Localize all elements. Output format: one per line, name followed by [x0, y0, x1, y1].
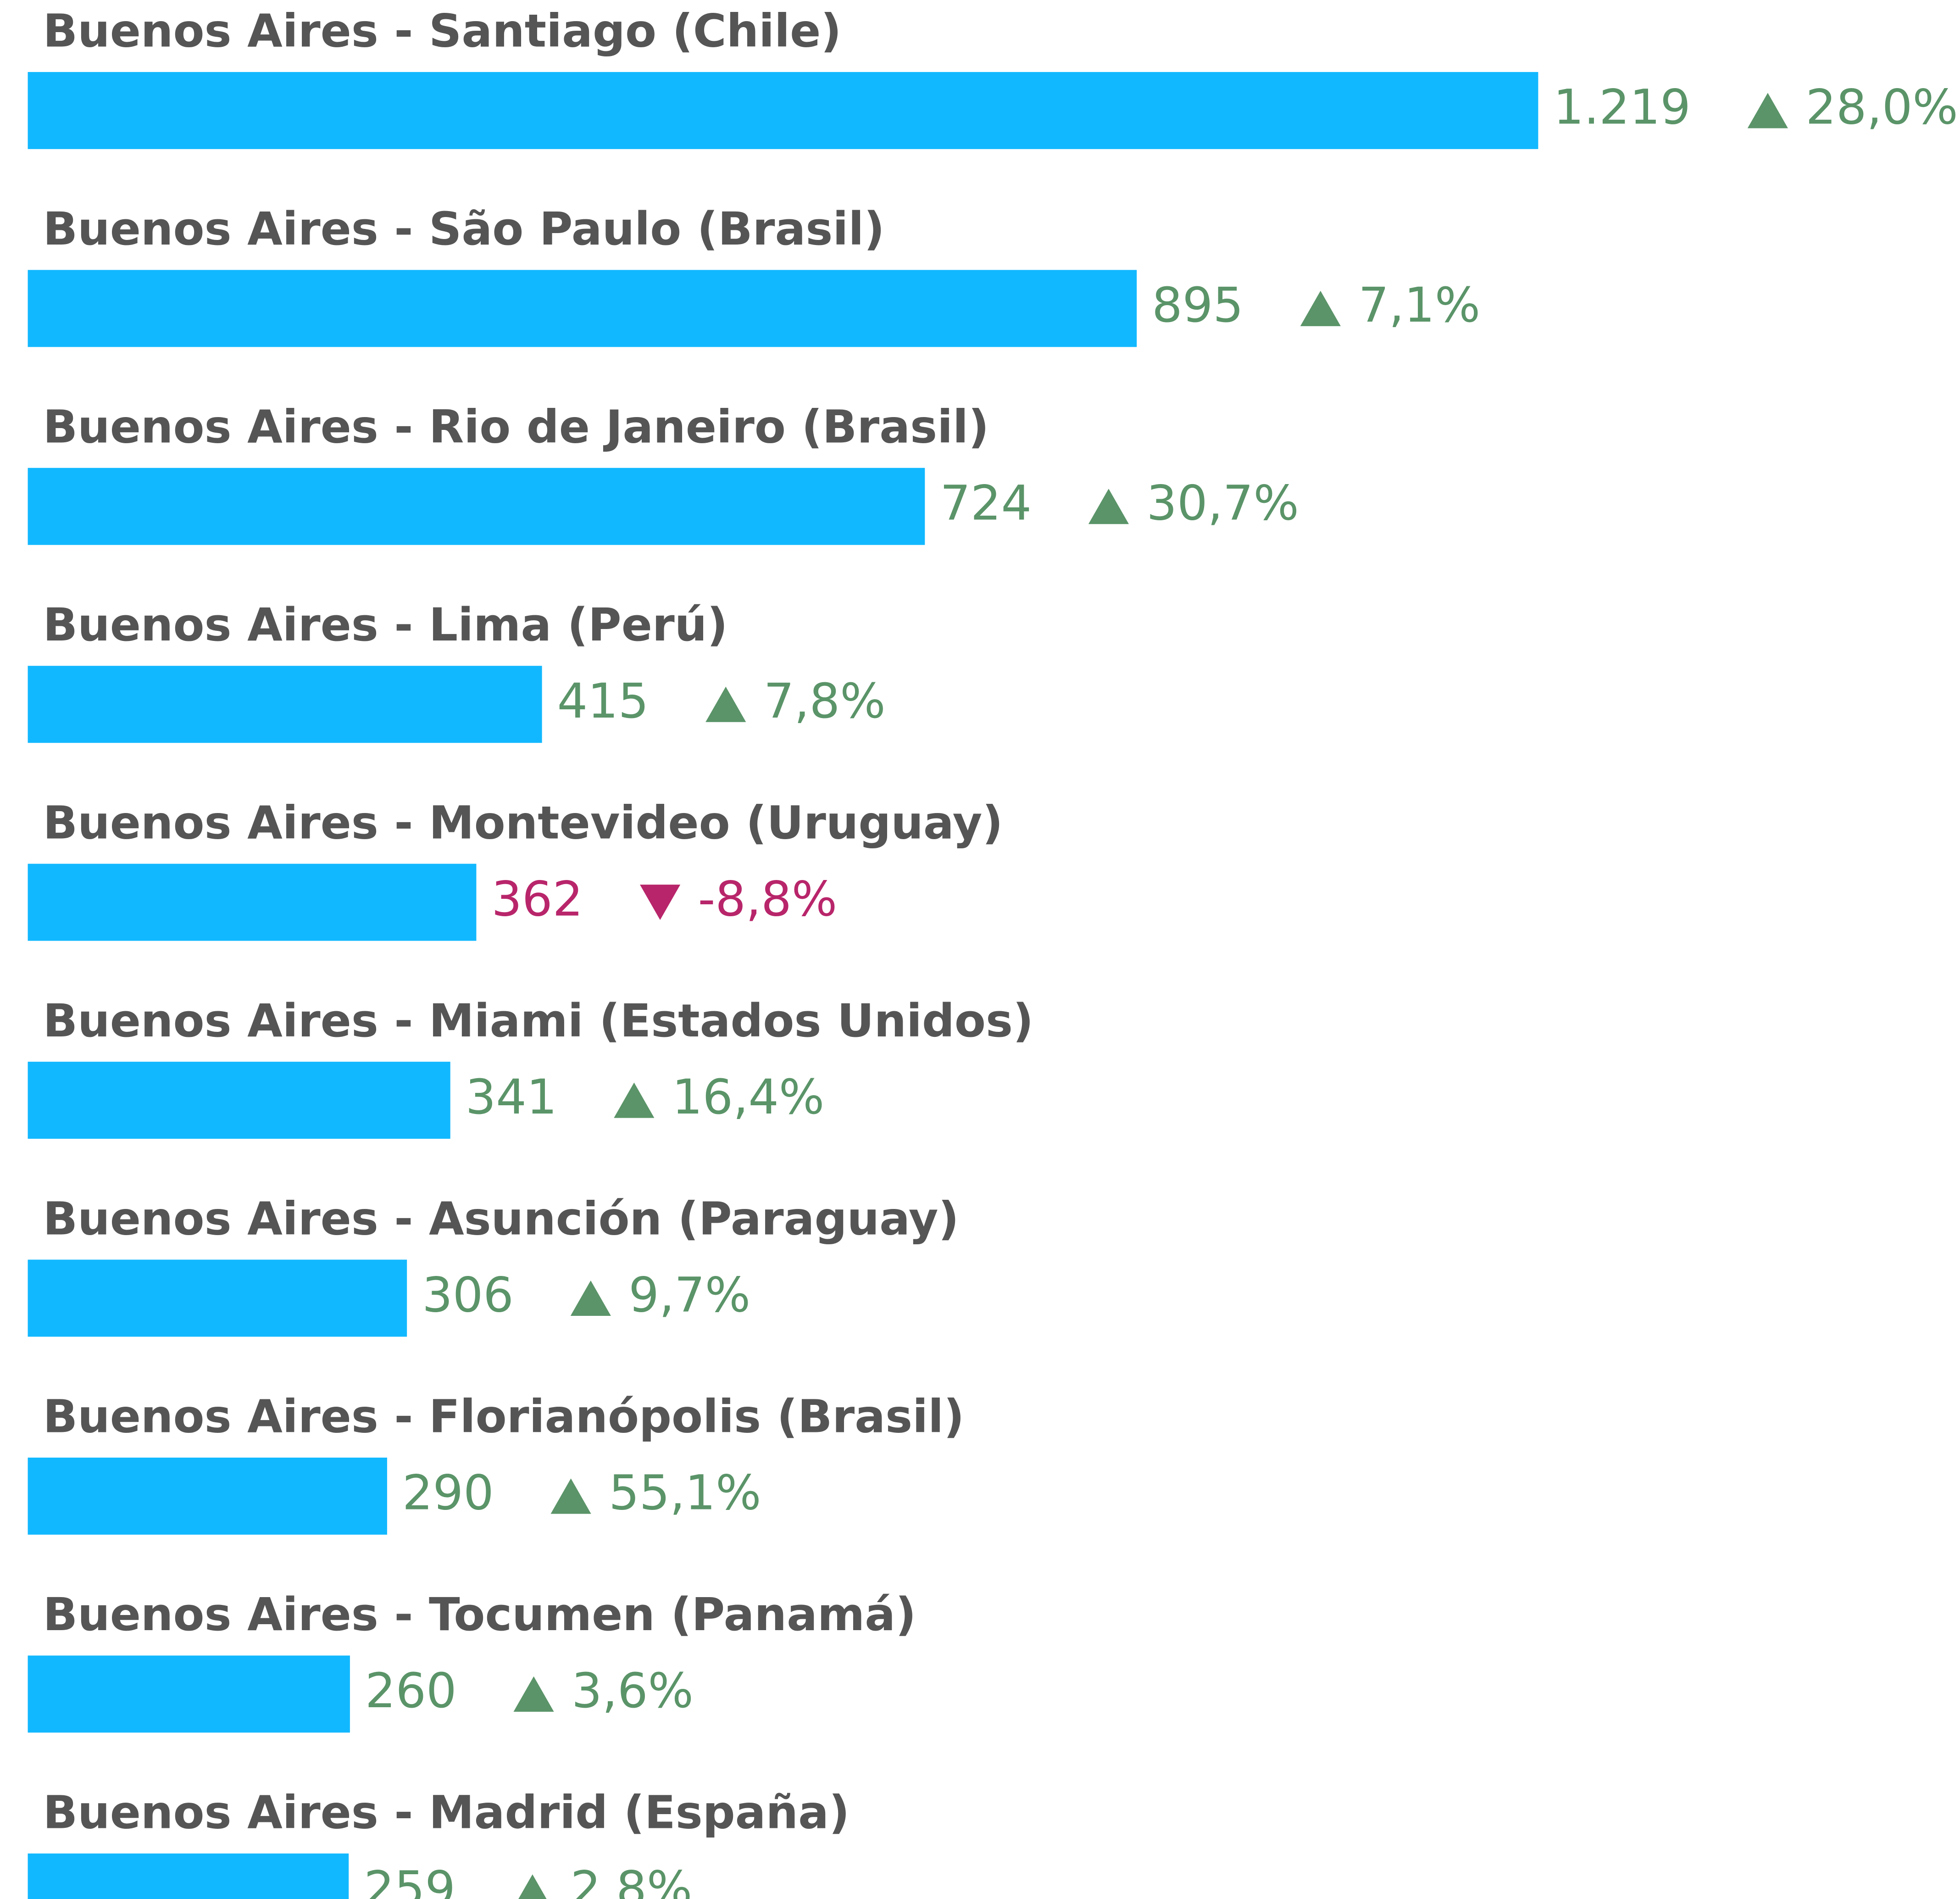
category-label: Buenos Aires - Lima (Perú): [43, 599, 728, 652]
value-label: 362: [491, 871, 583, 927]
value-label: 724: [940, 475, 1032, 531]
value-label: 1.219: [1553, 79, 1690, 135]
change-label: 7,1%: [1358, 277, 1480, 333]
value-label: 259: [364, 1861, 455, 1899]
value-label: 895: [1152, 277, 1244, 333]
bar: [28, 1259, 407, 1337]
bar: [28, 270, 1137, 347]
value-label: 341: [466, 1069, 557, 1125]
bar: [28, 863, 477, 941]
category-label: Buenos Aires - Miami (Estados Unidos): [43, 995, 1034, 1047]
bar: [28, 666, 542, 743]
bar: [28, 1853, 349, 1899]
category-label: Buenos Aires - Rio de Janeiro (Brasil): [43, 401, 989, 454]
change-arrow: [1747, 93, 1788, 128]
change-label: 28,0%: [1805, 79, 1958, 135]
change-arrow: [1088, 489, 1129, 524]
bar: [28, 72, 1538, 149]
category-label: Buenos Aires - Montevideo (Uruguay): [43, 796, 1003, 849]
category-label: Buenos Aires - Tocumen (Panamá): [43, 1588, 916, 1641]
change-arrow: [614, 1082, 655, 1118]
value-label: 290: [402, 1465, 494, 1521]
category-label: Buenos Aires - Madrid (España): [43, 1787, 850, 1839]
change-label: 16,4%: [672, 1069, 824, 1125]
change-arrow: [1300, 290, 1341, 326]
category-label: Buenos Aires - Asunción (Paraguay): [43, 1192, 959, 1245]
change-arrow: [570, 1280, 611, 1316]
bar: [28, 1062, 450, 1139]
change-label: 7,8%: [764, 673, 886, 729]
change-label: 55,1%: [609, 1465, 761, 1521]
change-arrow: [550, 1478, 591, 1514]
change-label: -8,8%: [698, 871, 838, 927]
category-label: Buenos Aires - Florianópolis (Brasil): [43, 1391, 965, 1443]
value-label: 415: [557, 673, 649, 729]
change-label: 2,8%: [570, 1861, 692, 1899]
change-arrow: [518, 1874, 547, 1899]
change-label: 3,6%: [572, 1663, 694, 1719]
change-label: 30,7%: [1147, 475, 1299, 531]
change-arrow: [640, 885, 681, 920]
change-arrow: [705, 686, 746, 722]
bar: [28, 1655, 350, 1733]
value-label: 260: [365, 1663, 457, 1719]
value-label: 306: [422, 1267, 514, 1323]
category-label: Buenos Aires - Santiago (Chile): [43, 5, 842, 58]
bar: [28, 468, 925, 545]
change-label: 9,7%: [628, 1267, 750, 1323]
bar: [28, 1457, 387, 1535]
category-label: Buenos Aires - São Paulo (Brasil): [43, 203, 885, 256]
change-arrow: [513, 1676, 554, 1712]
